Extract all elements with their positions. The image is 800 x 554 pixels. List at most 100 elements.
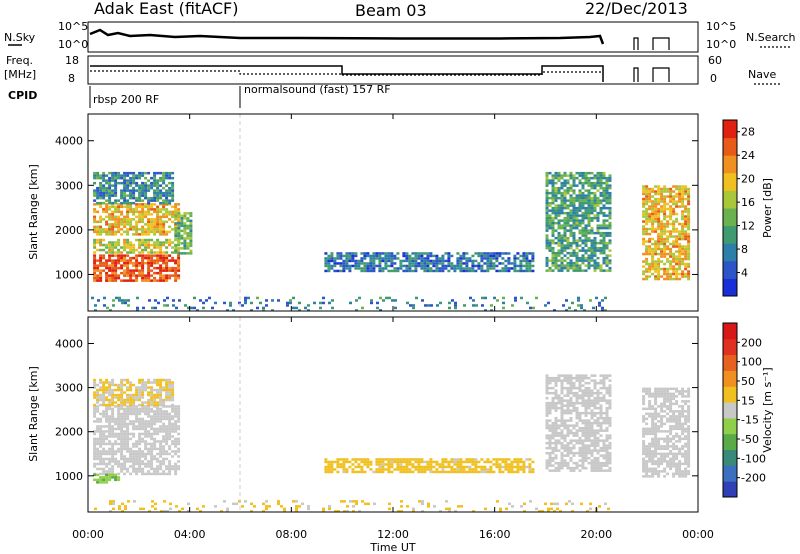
data-cell xyxy=(474,470,478,474)
data-cell xyxy=(687,387,691,391)
data-cell xyxy=(566,389,570,392)
data-cell xyxy=(114,401,118,404)
data-cell xyxy=(654,417,658,421)
data-cell xyxy=(545,446,549,450)
data-cell xyxy=(165,472,169,476)
data-cell xyxy=(102,460,106,463)
data-cell xyxy=(593,181,597,185)
data-cell xyxy=(587,194,591,197)
data-cell xyxy=(111,189,115,192)
data-cell xyxy=(420,259,424,263)
data-cell xyxy=(162,208,166,211)
data-cell xyxy=(381,458,385,461)
data-cell xyxy=(519,465,523,469)
data-cell xyxy=(675,410,679,413)
data-cell xyxy=(108,430,112,433)
data-cell xyxy=(124,299,127,302)
data-cell xyxy=(120,447,124,451)
data-cell xyxy=(569,224,573,227)
data-cell xyxy=(596,389,600,392)
data-cell xyxy=(171,213,175,216)
data-cell xyxy=(304,306,307,310)
data-cell xyxy=(96,266,100,270)
data-cell xyxy=(663,397,667,401)
data-cell xyxy=(132,218,136,221)
data-cell xyxy=(280,505,283,508)
data-cell xyxy=(599,234,603,237)
data-cell xyxy=(554,449,558,452)
data-cell xyxy=(572,261,576,265)
data-cell xyxy=(660,402,664,406)
data-cell xyxy=(165,391,169,394)
data-cell xyxy=(114,450,118,453)
data-cell xyxy=(159,452,163,456)
data-cell xyxy=(663,272,667,276)
data-cell xyxy=(465,460,469,464)
data-cell xyxy=(495,463,499,466)
data-cell xyxy=(675,272,679,276)
data-cell xyxy=(563,239,567,242)
data-cell xyxy=(435,264,439,268)
data-cell xyxy=(590,211,594,215)
data-cell xyxy=(129,398,133,402)
data-cell xyxy=(474,252,478,255)
data-cell xyxy=(663,207,667,211)
data-cell xyxy=(486,259,490,263)
data-cell xyxy=(96,274,100,277)
data-cell xyxy=(675,422,679,426)
data-cell xyxy=(126,279,130,282)
data-cell xyxy=(111,381,115,384)
data-cell xyxy=(108,256,112,260)
data-cell xyxy=(99,417,103,421)
data-cell xyxy=(342,269,346,273)
data-cell xyxy=(654,220,658,223)
data-cell xyxy=(345,468,349,471)
data-cell xyxy=(144,455,148,458)
data-cell xyxy=(375,468,379,471)
data-cell xyxy=(150,256,154,260)
data-cell xyxy=(114,271,118,275)
data-cell xyxy=(99,230,103,234)
data-cell xyxy=(569,244,573,247)
data-cell xyxy=(675,420,679,423)
data-cell xyxy=(572,249,576,252)
data-cell xyxy=(483,465,487,469)
data-cell xyxy=(153,184,157,187)
data-cell xyxy=(551,229,555,232)
data-cell xyxy=(657,265,661,268)
data-cell xyxy=(669,232,673,236)
data-cell xyxy=(605,181,609,185)
data-cell xyxy=(581,231,585,235)
data-cell xyxy=(672,472,676,476)
data-cell xyxy=(111,460,115,463)
data-cell xyxy=(554,421,558,425)
data-cell xyxy=(141,241,145,244)
data-cell xyxy=(393,269,397,273)
data-cell xyxy=(93,181,97,185)
data-cell xyxy=(551,264,555,267)
data-cell xyxy=(548,419,552,422)
data-cell xyxy=(417,458,421,461)
data-cell xyxy=(593,431,597,435)
data-cell xyxy=(599,411,603,415)
data-cell xyxy=(666,190,670,193)
data-cell xyxy=(645,232,649,236)
data-cell xyxy=(156,427,160,431)
data-cell xyxy=(578,224,582,227)
data-cell xyxy=(147,412,151,416)
data-cell xyxy=(566,441,570,445)
data-cell xyxy=(171,191,175,195)
data-cell xyxy=(135,405,139,408)
data-cell xyxy=(357,463,361,466)
data-cell xyxy=(379,309,382,311)
data-cell xyxy=(548,391,552,395)
data-cell xyxy=(93,194,97,197)
data-cell xyxy=(687,227,691,231)
data-cell xyxy=(513,465,517,469)
data-cell xyxy=(684,210,688,213)
data-cell xyxy=(129,248,133,252)
data-cell xyxy=(105,271,109,275)
data-cell xyxy=(642,397,646,401)
